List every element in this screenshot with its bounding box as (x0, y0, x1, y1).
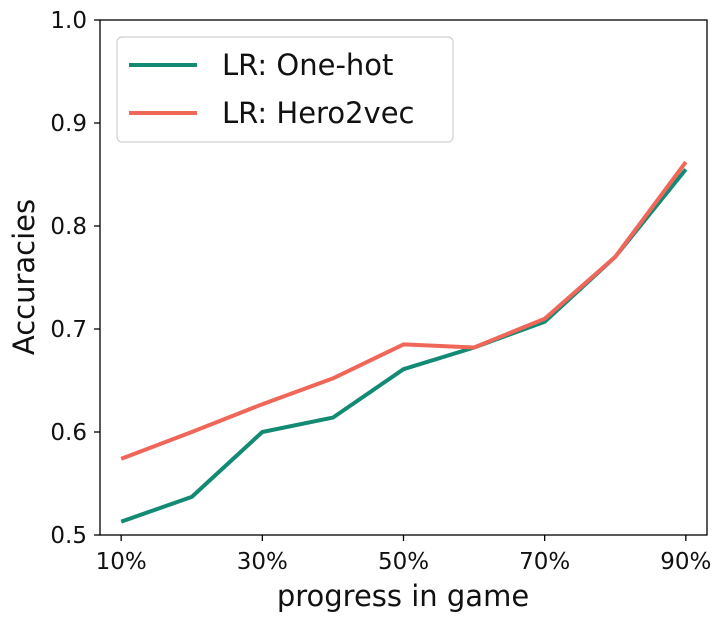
legend-label-hero2vec: LR: Hero2vec (222, 96, 414, 130)
legend: LR: One-hot LR: Hero2vec (116, 36, 454, 143)
y-axis-label: Accuracies (7, 199, 41, 355)
y-tick-label: 0.6 (50, 420, 87, 446)
x-axis-label: progress in game (277, 579, 529, 613)
x-tick-label: 10% (96, 549, 147, 575)
series-line-hero2vec (120, 160, 688, 461)
y-tick-label: 0.8 (50, 214, 87, 240)
x-tick-label: 30% (237, 549, 288, 575)
x-tick-label: 50% (378, 549, 429, 575)
y-tick-label: 1.0 (50, 8, 87, 34)
y-tick-label: 0.5 (50, 523, 87, 549)
plot-lines (120, 160, 688, 524)
y-tick-label: 0.7 (50, 317, 87, 343)
legend-box (116, 36, 454, 143)
x-tick-label: 70% (519, 549, 570, 575)
x-tick-label: 90% (660, 549, 711, 575)
y-tick-label: 0.9 (50, 111, 87, 137)
y-axis-ticks: 0.5 0.6 0.7 0.8 0.9 1.0 (50, 8, 100, 549)
legend-label-one-hot: LR: One-hot (222, 48, 393, 82)
x-axis-ticks: 10% 30% 50% 70% 90% (96, 535, 711, 575)
